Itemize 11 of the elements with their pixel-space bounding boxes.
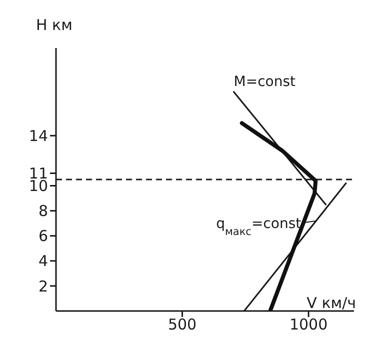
x-tick-label: 1000 bbox=[289, 316, 328, 334]
legend-label: q$_{макс}$=const bbox=[216, 216, 302, 238]
y-axis-title: H км bbox=[36, 16, 72, 34]
y-tick-label: 6 bbox=[38, 227, 48, 246]
y-tick-label: 14 bbox=[28, 126, 48, 145]
y-tick-label: 4 bbox=[38, 252, 48, 270]
x-axis-title: V км/ч bbox=[306, 294, 356, 312]
y-tick-label: 8 bbox=[38, 202, 48, 220]
x-tick-label: 500 bbox=[168, 316, 197, 334]
y-tick-label: 2 bbox=[38, 277, 48, 296]
series-label: M=const bbox=[234, 74, 296, 90]
